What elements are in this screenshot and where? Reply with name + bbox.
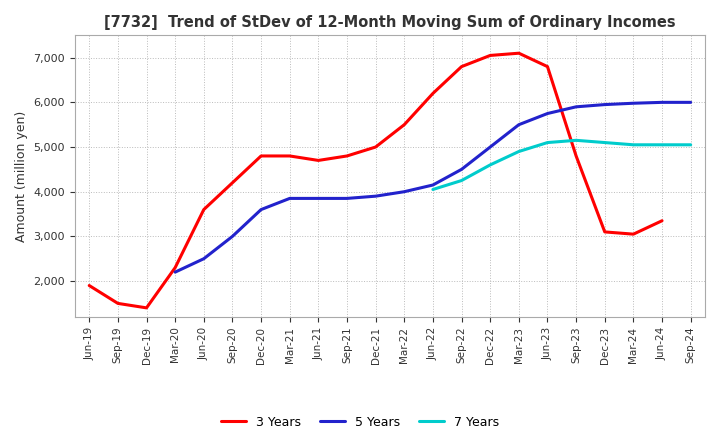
7 Years <box>486 162 495 168</box>
7 Years <box>600 140 609 145</box>
Y-axis label: Amount (million yen): Amount (million yen) <box>15 110 28 242</box>
7 Years <box>428 187 437 192</box>
3 Years <box>486 53 495 58</box>
3 Years <box>85 283 94 288</box>
3 Years <box>515 51 523 56</box>
3 Years <box>171 265 179 270</box>
3 Years <box>257 153 266 158</box>
5 Years <box>372 194 380 199</box>
3 Years <box>600 229 609 235</box>
Line: 7 Years: 7 Years <box>433 140 690 190</box>
Legend: 3 Years, 5 Years, 7 Years: 3 Years, 5 Years, 7 Years <box>216 411 504 434</box>
3 Years <box>400 122 408 127</box>
5 Years <box>572 104 580 110</box>
3 Years <box>314 158 323 163</box>
3 Years <box>457 64 466 69</box>
5 Years <box>285 196 294 201</box>
5 Years <box>600 102 609 107</box>
3 Years <box>114 301 122 306</box>
7 Years <box>686 142 695 147</box>
3 Years <box>428 91 437 96</box>
5 Years <box>657 100 666 105</box>
7 Years <box>457 178 466 183</box>
5 Years <box>257 207 266 212</box>
7 Years <box>629 142 638 147</box>
3 Years <box>572 153 580 158</box>
7 Years <box>572 138 580 143</box>
3 Years <box>657 218 666 224</box>
3 Years <box>543 64 552 69</box>
7 Years <box>543 140 552 145</box>
5 Years <box>629 101 638 106</box>
Line: 3 Years: 3 Years <box>89 53 662 308</box>
5 Years <box>457 167 466 172</box>
3 Years <box>199 207 208 212</box>
3 Years <box>629 231 638 237</box>
5 Years <box>515 122 523 127</box>
5 Years <box>343 196 351 201</box>
7 Years <box>515 149 523 154</box>
5 Years <box>199 256 208 261</box>
Title: [7732]  Trend of StDev of 12-Month Moving Sum of Ordinary Incomes: [7732] Trend of StDev of 12-Month Moving… <box>104 15 676 30</box>
5 Years <box>428 182 437 187</box>
3 Years <box>285 153 294 158</box>
3 Years <box>142 305 150 311</box>
3 Years <box>228 180 237 185</box>
5 Years <box>400 189 408 194</box>
5 Years <box>543 111 552 116</box>
3 Years <box>372 144 380 150</box>
5 Years <box>314 196 323 201</box>
7 Years <box>657 142 666 147</box>
5 Years <box>228 234 237 239</box>
Line: 5 Years: 5 Years <box>175 103 690 272</box>
5 Years <box>686 100 695 105</box>
3 Years <box>343 153 351 158</box>
5 Years <box>486 144 495 150</box>
5 Years <box>171 269 179 275</box>
